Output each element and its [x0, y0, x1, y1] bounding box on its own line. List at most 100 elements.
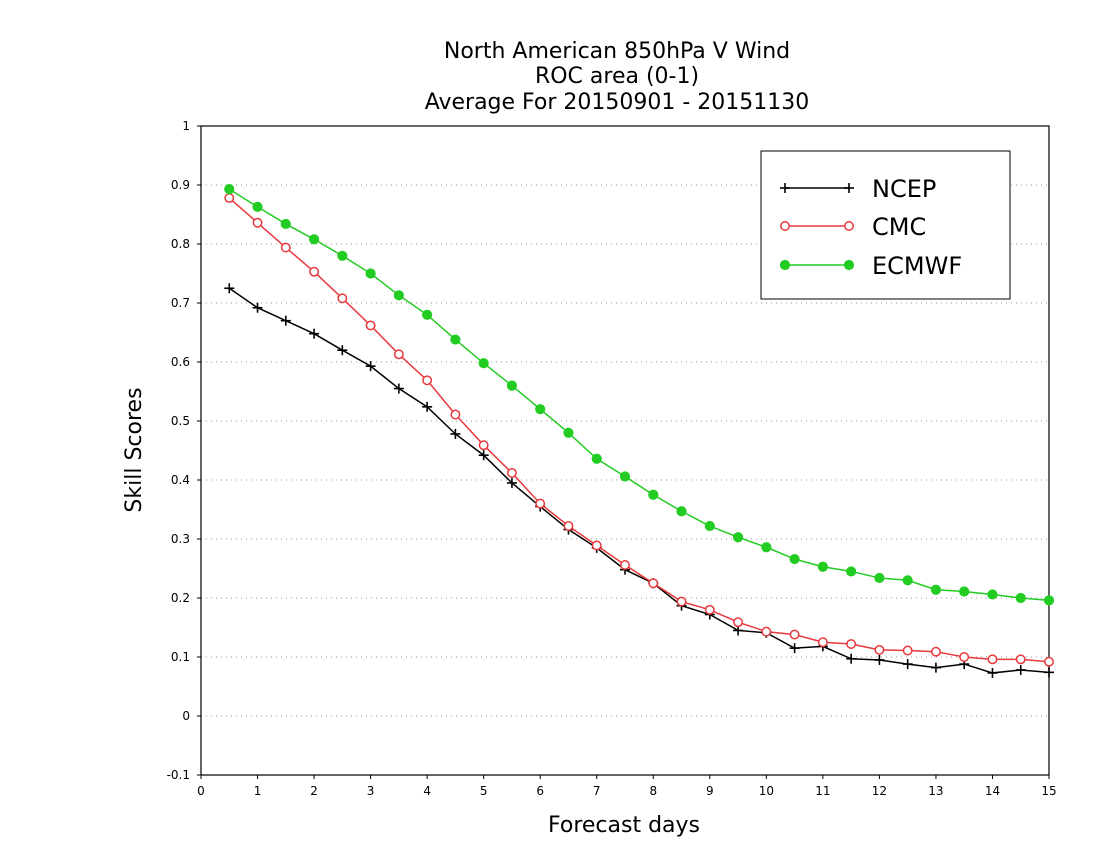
x-tick-label: 14: [985, 784, 1000, 798]
cmc-point: [1044, 656, 1054, 667]
ncep-point: [393, 383, 404, 394]
y-tick-label: 0.1: [171, 650, 190, 664]
legend-marker-ncep: [780, 183, 790, 193]
cmc-point: [789, 629, 800, 640]
x-tick-label: 10: [759, 784, 774, 798]
cmc-point: [648, 578, 659, 589]
cmc-point: [761, 626, 772, 637]
data-series: [224, 184, 1055, 678]
ncep-point: [224, 283, 235, 294]
y-tick-label: 0.6: [171, 355, 190, 369]
ncep-point: [1015, 664, 1026, 675]
x-tick-label: 9: [706, 784, 714, 798]
x-tick-label: 5: [480, 784, 488, 798]
chart-title-line-3: Average For 20150901 - 20151130: [425, 90, 810, 115]
cmc-point: [930, 646, 941, 657]
y-tick-label: -0.1: [167, 768, 190, 782]
cmc-point: [337, 293, 348, 304]
legend-marker-cmc: [844, 221, 854, 231]
cmc-point: [393, 349, 404, 360]
ecmwf-point: [789, 553, 800, 565]
ncep-point: [280, 315, 291, 326]
cmc-point: [676, 596, 687, 607]
y-tick-label: 0.2: [171, 591, 190, 605]
ncep-point: [1044, 667, 1054, 678]
ecmwf-point: [365, 268, 376, 279]
x-tick-label: 6: [536, 784, 544, 798]
x-tick-label: 7: [593, 784, 601, 798]
ecmwf-point: [817, 561, 828, 572]
legend-entry-ncep: NCEP: [780, 175, 936, 203]
cmc-point: [309, 266, 320, 277]
series-cmc: [224, 193, 1054, 667]
ecmwf-point: [930, 584, 942, 595]
y-tick-label: 0: [182, 709, 190, 723]
y-tick-label: 0.8: [171, 237, 190, 251]
plot-frame: [200, 125, 1050, 776]
y-tick-label: 1: [182, 119, 190, 133]
legend-box: [760, 150, 1011, 300]
legend-marker-ecmwf: [843, 259, 855, 271]
cmc-point: [563, 521, 574, 531]
cmc-point: [1015, 654, 1026, 665]
x-axis-title: Forecast days: [548, 813, 700, 838]
chart-title-line-1: North American 850hPa V Wind: [444, 39, 790, 64]
ecmwf-point: [1015, 592, 1026, 604]
ecmwf-point: [676, 506, 687, 517]
cmc-point: [591, 540, 602, 551]
legend-label-ecmwf: ECMWF: [872, 252, 962, 280]
ecmwf-point: [1043, 595, 1055, 606]
legend-label-cmc: CMC: [872, 213, 926, 241]
ecmwf-point: [648, 489, 659, 500]
cmc-point: [846, 639, 857, 649]
ecmwf-point: [478, 358, 489, 369]
cmc-point: [959, 652, 970, 662]
ecmwf-point: [506, 380, 518, 391]
cmc-point: [450, 409, 461, 420]
cmc-point: [733, 617, 744, 628]
ncep-point: [478, 450, 489, 461]
ncep-point: [987, 667, 998, 678]
tick-labels: -0.100.10.20.30.40.50.60.70.80.910 1 2 3 4 5 6…: [167, 119, 1057, 798]
ecmwf-point: [619, 471, 631, 482]
ecmwf-point: [846, 566, 857, 577]
ncep-line: [228, 287, 1050, 674]
x-tick-label: 4: [423, 784, 431, 798]
ecmwf-point: [902, 575, 913, 586]
ncep-point: [506, 477, 517, 488]
legend-marker-ecmwf: [779, 259, 791, 271]
x-tick-label: 15: [1041, 784, 1056, 798]
ecmwf-point: [224, 184, 235, 195]
legend: NCEP CMC ECMWF: [760, 150, 1011, 300]
legend-entry-cmc: CMC: [780, 213, 926, 241]
y-tick-label: 0.4: [171, 473, 190, 487]
axes: [197, 125, 1050, 779]
cmc-point: [224, 193, 235, 203]
ecmwf-point: [308, 234, 320, 245]
chart-title-line-2: ROC area (0-1): [535, 64, 699, 89]
series-ncep: [224, 283, 1054, 678]
legend-marker-ncep: [844, 183, 854, 193]
cmc-point: [704, 604, 715, 615]
cmc-point: [902, 645, 913, 656]
ecmwf-point: [337, 250, 348, 261]
cmc-point: [535, 498, 546, 509]
cmc-point: [280, 242, 291, 253]
x-tick-label: 3: [367, 784, 375, 798]
ecmwf-point: [252, 201, 263, 212]
ncep-point: [422, 401, 433, 412]
cmc-point: [478, 440, 489, 451]
ecmwf-point: [450, 334, 461, 345]
cmc-point: [365, 320, 376, 331]
ecmwf-point: [591, 453, 602, 464]
x-tick-label: 12: [872, 784, 887, 798]
cmc-point: [874, 644, 885, 655]
ecmwf-point: [874, 572, 885, 584]
x-tick-label: 2: [310, 784, 318, 798]
ecmwf-point: [987, 589, 998, 600]
y-tick-label: 0.9: [171, 178, 190, 192]
y-tick-label: 0.3: [171, 532, 190, 546]
x-tick-label: 1: [254, 784, 262, 798]
cmc-point: [987, 654, 998, 665]
ecmwf-point: [704, 520, 715, 532]
